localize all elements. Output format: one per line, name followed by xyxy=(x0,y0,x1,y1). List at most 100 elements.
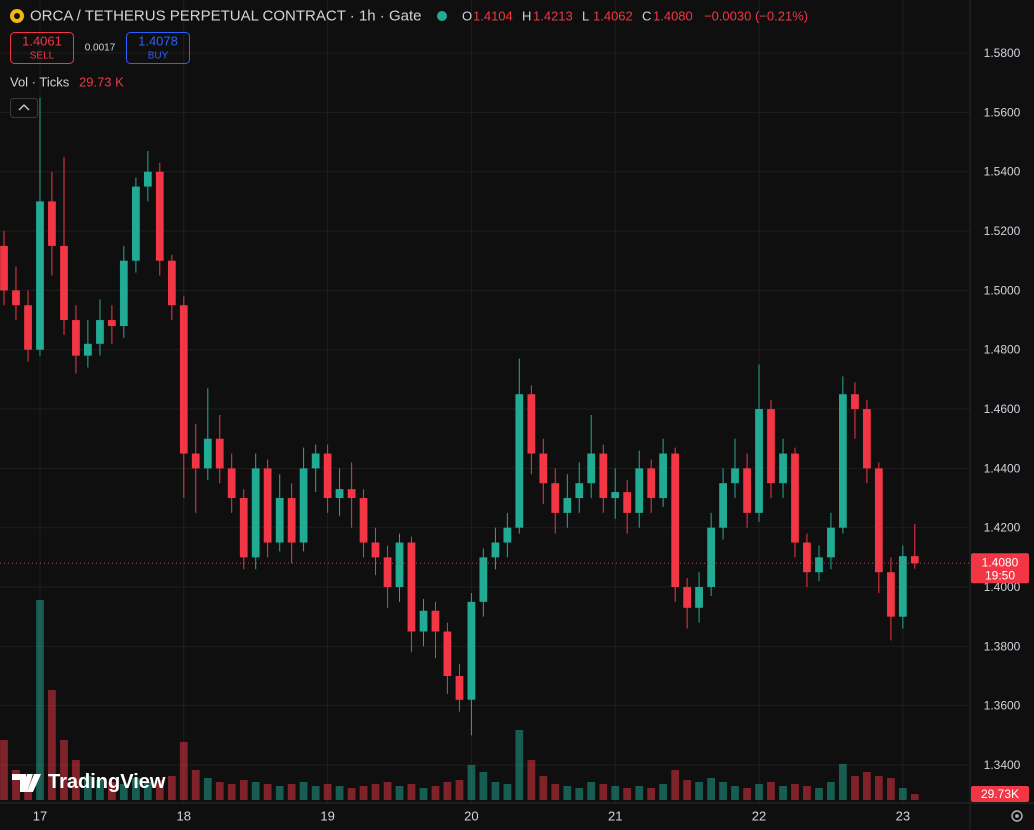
volume-bar xyxy=(779,786,787,800)
candle-body xyxy=(683,587,692,608)
y-tick-label: 1.5000 xyxy=(984,283,1021,297)
volume-bar xyxy=(479,772,488,800)
volume-bar xyxy=(539,776,548,800)
volume-bar xyxy=(623,788,632,800)
volume-bar xyxy=(659,784,667,800)
candle-body xyxy=(898,556,907,617)
volume-bar xyxy=(863,772,871,800)
volume-bar xyxy=(239,780,248,800)
volume-bar xyxy=(851,776,859,800)
candle-body xyxy=(239,498,248,558)
volume-bar xyxy=(287,784,296,800)
ohlc-key: O xyxy=(462,9,472,24)
candle-body xyxy=(72,320,80,356)
volume-bar xyxy=(48,690,56,800)
sell-label: SELL xyxy=(30,51,55,62)
candle-body xyxy=(791,453,799,543)
x-tick-label: 17 xyxy=(33,809,47,824)
tv-logo-mark xyxy=(12,774,41,792)
volume-bar xyxy=(419,788,428,800)
ohlc-value: 1.4213 xyxy=(533,9,573,24)
volume-bar xyxy=(72,760,80,800)
volume-bar xyxy=(611,786,620,800)
volume-bar xyxy=(791,784,799,800)
candle-body xyxy=(335,489,344,499)
volume-legend-label: Vol · Ticks xyxy=(10,75,70,90)
candle-body xyxy=(815,557,823,573)
volume-bar xyxy=(815,788,823,800)
volume-bar xyxy=(599,784,608,800)
volume-bar xyxy=(335,786,344,800)
candle-body xyxy=(203,438,212,469)
candle-body xyxy=(96,320,104,344)
candle-body xyxy=(647,468,656,499)
candle-body xyxy=(227,468,236,499)
candle-body xyxy=(383,557,392,588)
candle-body xyxy=(0,245,8,291)
candle-body xyxy=(359,498,368,543)
candle-body xyxy=(479,557,488,602)
candle-body xyxy=(455,676,464,700)
y-tick-label: 1.4200 xyxy=(984,521,1021,535)
volume-bar xyxy=(455,780,464,800)
candle-body xyxy=(695,587,703,608)
volume-bar xyxy=(299,782,308,800)
volume-bar xyxy=(0,740,8,800)
ohlc-value: 1.4080 xyxy=(653,9,693,24)
countdown-label: 19:50 xyxy=(985,568,1015,582)
last-price-box xyxy=(971,553,1029,584)
volume-bar xyxy=(503,784,512,800)
x-tick-label: 21 xyxy=(608,809,622,824)
y-tick-label: 1.4600 xyxy=(984,402,1021,416)
collapse-button[interactable] xyxy=(10,98,38,118)
candle-body xyxy=(587,453,596,484)
symbol-title[interactable]: ORCA / TETHERUS PERPETUAL CONTRACT · 1h … xyxy=(30,8,421,25)
volume-bar xyxy=(311,786,320,800)
volume-pane xyxy=(0,600,919,800)
buy-price: 1.4078 xyxy=(138,34,178,49)
candle-body xyxy=(779,453,787,484)
volume-bar xyxy=(395,786,404,800)
ohlc-value: 1.4062 xyxy=(593,9,633,24)
candle-body xyxy=(527,394,536,454)
y-tick-label: 1.3600 xyxy=(984,699,1021,713)
x-tick-label: 23 xyxy=(896,809,910,824)
volume-bar xyxy=(838,764,847,800)
volume-bar xyxy=(347,788,356,800)
candle-body xyxy=(311,453,320,469)
volume-bar xyxy=(12,770,20,800)
candle-body xyxy=(755,409,763,513)
volume-bar xyxy=(323,784,332,800)
volume-bar xyxy=(83,776,92,800)
volume-bar xyxy=(898,788,907,800)
candles xyxy=(0,97,919,736)
x-tick-label: 22 xyxy=(752,809,766,824)
candle-body xyxy=(167,260,176,306)
candle-body xyxy=(827,527,835,558)
volume-bar xyxy=(191,770,200,800)
volume-bar xyxy=(96,780,104,800)
x-tick-label: 18 xyxy=(177,809,191,824)
candle-body xyxy=(251,468,260,558)
buy-button[interactable] xyxy=(126,32,190,64)
tv-logo-text: TradingView xyxy=(48,771,166,793)
candle-body xyxy=(767,409,775,484)
candle-body xyxy=(575,483,584,499)
y-tick-label: 1.3800 xyxy=(984,639,1021,653)
candle-body xyxy=(539,453,548,484)
candle-body xyxy=(48,201,56,246)
y-tick-label: 1.4800 xyxy=(984,343,1021,357)
volume-bar xyxy=(803,786,811,800)
settings-icon[interactable] xyxy=(1011,810,1023,822)
volume-bar xyxy=(167,776,176,800)
candle-body xyxy=(431,610,440,632)
candle-body xyxy=(179,305,188,454)
y-tick-label: 1.5600 xyxy=(984,105,1021,119)
candle-body xyxy=(287,498,296,543)
sell-button[interactable] xyxy=(10,32,74,64)
volume-bar xyxy=(36,600,44,800)
volume-bar xyxy=(575,788,584,800)
spread: 0.0017 xyxy=(85,43,116,54)
candle-body xyxy=(623,492,632,513)
